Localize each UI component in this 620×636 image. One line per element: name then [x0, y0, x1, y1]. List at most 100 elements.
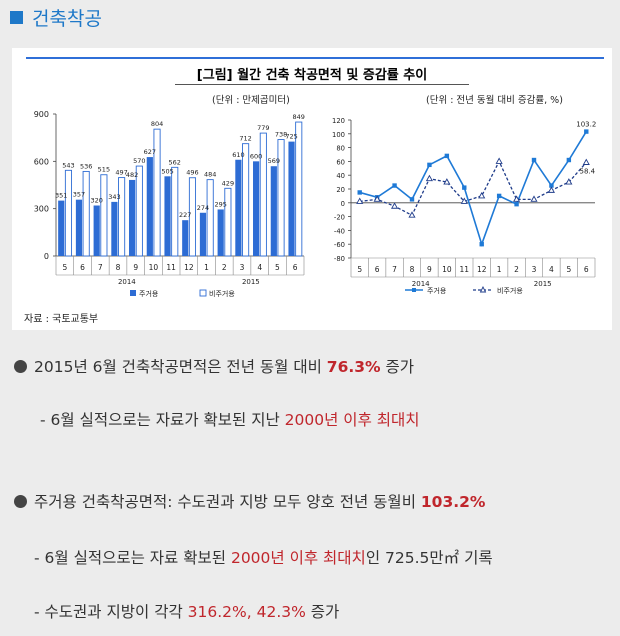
data-label: 536 — [80, 162, 92, 170]
x-tick-label: 6 — [293, 263, 298, 272]
bar-nonresidential — [295, 121, 303, 257]
point-residential — [357, 190, 362, 195]
point-nonresidential — [408, 211, 416, 218]
point-residential — [444, 153, 450, 159]
x-tick-label: 3 — [240, 263, 245, 272]
data-label: 570 — [133, 157, 145, 165]
point-nonresidential — [478, 191, 486, 199]
figure-source: 자료 : 국토교통부 — [24, 314, 99, 325]
x-tick-label: 8 — [116, 263, 121, 272]
bullet-2-sub-2-text: - 수도권과 지방이 각각 — [34, 603, 188, 621]
x-tick-label: 3 — [532, 265, 537, 274]
bar-nonresidential — [135, 165, 143, 257]
bar-nonresidential — [153, 128, 161, 257]
section-header: 건축착공 — [10, 4, 102, 30]
y-tick-label: 0 — [44, 252, 49, 261]
data-label: 543 — [62, 161, 74, 169]
bar-residential — [146, 157, 153, 256]
point-nonresidential — [443, 178, 451, 185]
bar-residential — [288, 141, 295, 256]
data-label: 484 — [204, 171, 216, 179]
x-tick-label: 12 — [477, 265, 487, 274]
year-label: 2014 — [412, 280, 430, 288]
point-nonresidential — [495, 157, 503, 164]
data-label: 627 — [144, 148, 156, 156]
bullet-1-highlight: 76.3% — [326, 358, 381, 376]
bullet-2-sub-1-text: - 6월 실적으로는 자료 확보된 — [34, 549, 231, 567]
point-nonresidential — [356, 197, 364, 204]
figure-title: [그림] 월간 건축 착공면적 및 증감률 추이 — [196, 68, 428, 83]
legend-label: 주거용 — [139, 289, 159, 298]
legend-swatch-nonresidential — [199, 289, 207, 297]
bullet-1-sub-highlight: 2000년 이후 최대치 — [284, 411, 420, 429]
data-label: 738 — [275, 131, 287, 139]
bullet-dot-icon — [14, 495, 27, 508]
data-label: 779 — [257, 124, 269, 132]
x-tick-label: 9 — [133, 263, 138, 272]
bullet-1-text: 2015년 6월 건축착공면적은 전년 동월 대비 — [34, 358, 327, 376]
point-nonresidential — [460, 197, 468, 204]
x-tick-label: 4 — [549, 265, 554, 274]
unit-left: (단위 : 만제곱미터) — [212, 95, 290, 106]
y-tick-label: 100 — [332, 131, 345, 139]
y-tick-label: -60 — [334, 241, 345, 249]
end-label: 58.4 — [579, 168, 595, 176]
point-nonresidential — [582, 158, 590, 165]
point-residential — [427, 162, 432, 168]
x-tick-label: 5 — [566, 265, 571, 274]
data-label: 351 — [55, 192, 67, 200]
x-tick-label: 6 — [375, 265, 380, 274]
point-nonresidential — [513, 195, 521, 202]
data-label: 429 — [222, 179, 234, 187]
bullet-1-sub: - 6월 실적으로는 자료가 확보된 지난 2000년 이후 최대치 — [40, 408, 420, 430]
x-tick-label: 10 — [442, 265, 452, 274]
x-tick-label: 6 — [584, 265, 589, 274]
y-tick-label: -80 — [334, 255, 345, 263]
bar-residential — [217, 209, 224, 256]
bar-residential — [93, 205, 100, 256]
bullet-2-text: 주거용 건축착공면적: 수도권과 지방 모두 양호 전년 동월비 — [34, 493, 421, 511]
legend-label: 비주거용 — [497, 286, 523, 295]
square-bullet-icon — [10, 10, 23, 24]
x-tick-label: 5 — [275, 263, 280, 272]
data-label: 274 — [197, 204, 209, 212]
x-tick-label: 10 — [149, 263, 159, 272]
legend-marker-residential — [412, 288, 416, 292]
bar-nonresidential — [224, 187, 232, 257]
chart-figure: [그림] 월간 건축 착공면적 및 증감률 추이 (단위 : 만제곱미터) (단… — [12, 48, 612, 330]
point-nonresidential — [373, 195, 381, 202]
data-label: 600 — [250, 152, 262, 160]
bullet-2-sub-2-highlight: 316.2%, 42.3% — [187, 603, 306, 621]
bullet-2: 주거용 건축착공면적: 수도권과 지방 모두 양호 전년 동월비 103.2% — [14, 490, 485, 512]
y-tick-label: -40 — [334, 227, 345, 235]
data-label: 515 — [98, 166, 110, 174]
point-residential — [392, 183, 397, 188]
legend-swatch-residential — [130, 290, 136, 296]
bar-nonresidential — [259, 132, 267, 257]
bar-residential — [58, 200, 65, 256]
y-tick-label: 40 — [336, 172, 345, 180]
x-tick-label: 12 — [184, 263, 194, 272]
point-nonresidential — [565, 178, 573, 185]
x-tick-label: 2 — [514, 265, 519, 274]
x-tick-label: 11 — [460, 265, 470, 274]
bar-residential — [111, 201, 118, 256]
bar-nonresidential — [100, 174, 108, 257]
y-tick-label: 600 — [34, 157, 49, 166]
bar-residential — [75, 199, 83, 256]
figure-top-rule — [26, 57, 604, 59]
bullet-2-highlight: 103.2% — [420, 493, 486, 511]
x-tick-label: 2 — [222, 263, 227, 272]
point-residential — [549, 183, 554, 188]
y-tick-label: 900 — [34, 110, 49, 119]
data-label: 849 — [293, 113, 305, 121]
x-tick-label: 1 — [497, 265, 502, 274]
data-label: 505 — [161, 167, 173, 175]
point-residential — [566, 157, 572, 163]
data-label: 497 — [115, 169, 127, 177]
bar-nonresidential — [171, 166, 179, 257]
legend-label: 주거용 — [427, 286, 447, 295]
year-label: 2015 — [534, 280, 552, 288]
x-tick-label: 1 — [204, 263, 209, 272]
